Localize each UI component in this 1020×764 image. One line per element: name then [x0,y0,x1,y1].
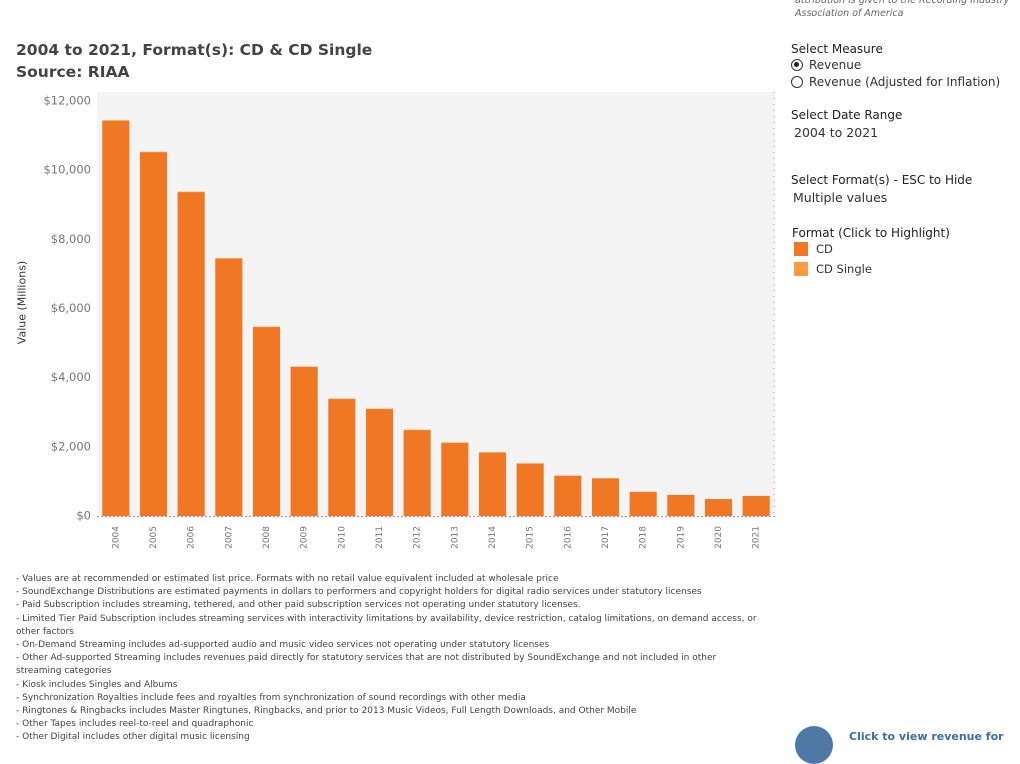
bar-cd-single-2011[interactable] [365,408,394,410]
x-tick-label: 2018 [639,526,649,549]
y-tick-label: $2,000 [51,439,91,453]
bar-cd-2012[interactable] [403,429,431,516]
radio-unselected-icon[interactable] [791,76,803,88]
x-tick-label: 2016 [563,526,573,549]
y-tick-label: $4,000 [51,370,91,384]
bar-cd-single-2012[interactable] [403,429,431,431]
x-axis-ticks: 2004 2005 2006 2007 2008 2009 2010 2011 2012 2013… [111,526,761,549]
bar-cd-2010[interactable] [328,398,356,516]
x-tick-label: 2014 [488,526,498,549]
radio-selected-icon[interactable] [791,59,803,71]
bar-cd-2011[interactable] [365,408,394,516]
legend-label: CD [816,242,833,256]
bar-cd-2016[interactable] [554,475,582,516]
measure-title: Select Measure [791,42,883,56]
attribution-text: attribution is given to the Recording In… [795,0,1010,19]
bar-cd-2006[interactable] [177,191,205,516]
x-tick-label: 2010 [337,526,347,549]
y-tick-label: $8,000 [51,232,91,246]
footnote-line: - On-Demand Streaming includes ad-suppor… [16,640,550,651]
legend-swatch [794,262,808,276]
footnote-line: - Other Digital includes other digital m… [16,732,250,743]
view-revenue-icon[interactable] [795,726,833,764]
bar-cd-2017[interactable] [591,478,620,516]
bar-cd-single-2008[interactable] [252,326,281,328]
y-tick-label: $0 [76,509,91,523]
footnote-line: - Synchronization Royalties include fees… [16,692,526,703]
bar-cd-single-2016[interactable] [554,475,582,477]
bar-cd-single-2017[interactable] [591,478,620,479]
bar-cd-single-2009[interactable] [290,366,318,368]
footnote-line: - Values are at recommended or estimated… [16,574,559,584]
footnote-line: - Kiosk includes Singles and Albums [16,679,178,690]
measure-option-label: Revenue [809,58,862,72]
bar-cd-2009[interactable] [290,366,318,516]
x-tick-label: 2006 [187,526,197,549]
date-range-value[interactable]: 2004 to 2021 [794,125,879,140]
footnotes: - Values are at recommended or estimated… [16,573,761,745]
bar-cd-single-2007[interactable] [215,258,243,259]
x-tick-label: 2020 [714,526,724,549]
y-axis-ticks: $0 $2,000 $4,000 $6,000 $8,000 $10,000 $12,000 [43,94,91,523]
footnote-line: - SoundExchange Distributions are estima… [16,587,702,598]
legend-item-cd[interactable]: CD [794,242,833,256]
footnote-line: - Other Ad-supported Streaming includes … [16,653,717,677]
bar-cd-2021[interactable] [742,495,770,516]
bar-cd-2007[interactable] [215,258,243,516]
y-tick-label: $6,000 [51,301,91,315]
footnote-line: - Limited Tier Paid Subscription include… [16,613,757,637]
legend-item-cd-single[interactable]: CD Single [794,262,872,276]
x-tick-label: 2012 [413,526,423,549]
format-filter-value[interactable]: Multiple values [793,190,888,205]
legend-title: Format (Click to Highlight) [792,226,950,240]
bar-cd-single-2005[interactable] [139,151,168,153]
bar-cd-single-2004[interactable] [102,120,130,121]
x-tick-label: 2009 [300,526,310,549]
bar-cd-single-2015[interactable] [516,463,544,464]
format-filter-title: Select Format(s) - ESC to Hide [791,173,973,187]
bars-group [102,120,770,517]
x-tick-label: 2021 [752,526,762,549]
bar-cd-2018[interactable] [629,491,657,516]
measure-option-revenue[interactable]: Revenue [791,58,861,72]
x-tick-label: 2007 [224,526,234,549]
x-tick-label: 2017 [601,526,611,549]
chart-title: 2004 to 2021, Format(s): CD & CD Single [16,41,373,59]
x-tick-label: 2004 [111,526,121,549]
bar-cd-2014[interactable] [478,452,507,516]
measure-option-label: Revenue (Adjusted for Inflation) [809,75,1001,89]
x-tick-label: 2015 [526,526,536,549]
chart-source: Source: RIAA [16,63,130,81]
footnote-line: - Paid Subscription includes streaming, … [16,600,581,611]
bar-cd-2020[interactable] [704,499,733,516]
bar-cd-single-2010[interactable] [328,398,356,400]
legend-swatch [794,242,808,256]
x-tick-label: 2013 [450,526,460,549]
bar-cd-single-2006[interactable] [177,191,205,193]
bar-cd-2004[interactable] [102,120,130,517]
x-tick-label: 2011 [375,526,385,549]
y-tick-label: $12,000 [43,94,91,108]
legend-label: CD Single [816,262,872,276]
bar-cd-single-2013[interactable] [441,442,469,444]
bar-cd-2019[interactable] [667,494,695,516]
bar-cd-2008[interactable] [252,326,281,516]
y-tick-label: $10,000 [43,163,91,177]
x-tick-label: 2008 [262,526,272,549]
bar-cd-2013[interactable] [441,442,469,516]
view-revenue-link[interactable]: Click to view revenue for [849,730,1004,743]
bar-cd-single-2014[interactable] [478,452,507,453]
footnote-line: - Ringtones & Ringbacks includes Master … [16,706,637,717]
plot-background [97,92,775,517]
x-tick-label: 2005 [149,526,159,549]
date-range-title: Select Date Range [791,108,903,122]
bar-cd-2015[interactable] [516,463,544,516]
bar-chart: $0 $2,000 $4,000 $6,000 $8,000 $10,000 $12,000… [43,92,775,549]
bar-cd-2005[interactable] [139,152,168,516]
measure-option-adjusted[interactable]: Revenue (Adjusted for Inflation) [791,75,1000,89]
footnote-line: - Other Tapes includes reel-to-reel and … [16,719,254,730]
x-tick-label: 2019 [676,526,686,549]
